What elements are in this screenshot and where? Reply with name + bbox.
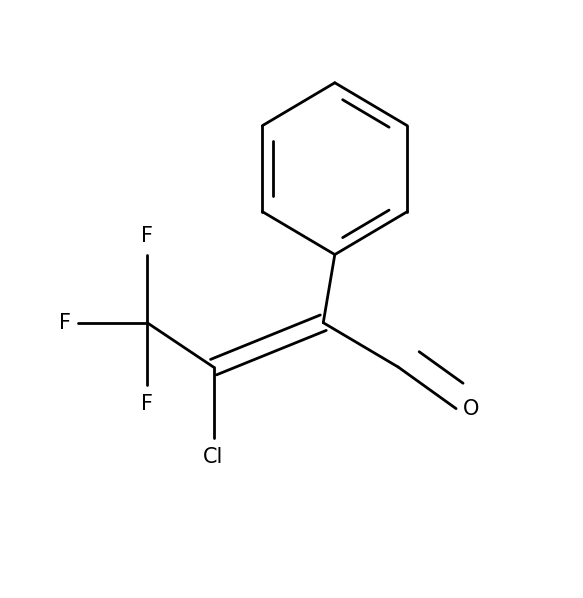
Text: F: F <box>59 313 71 332</box>
Text: O: O <box>463 399 479 419</box>
Text: F: F <box>141 225 153 246</box>
Text: Cl: Cl <box>203 447 224 467</box>
Text: F: F <box>141 394 153 414</box>
